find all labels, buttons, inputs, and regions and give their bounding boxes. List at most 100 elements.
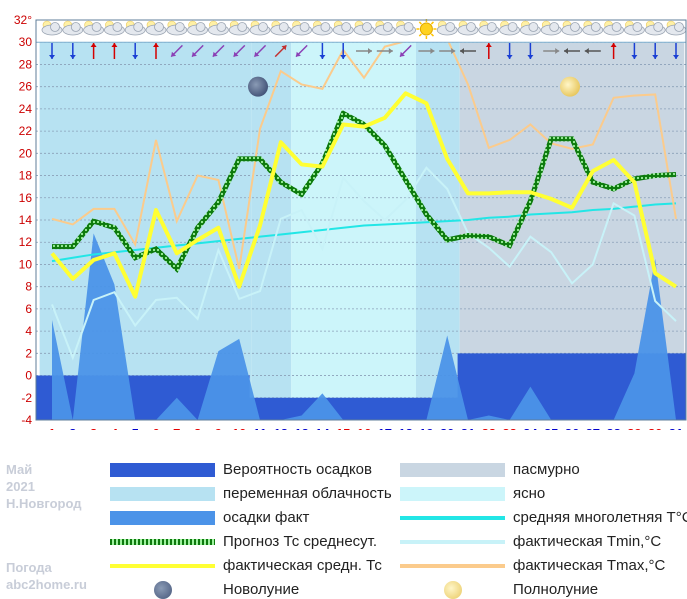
wind-arrow-icon	[631, 43, 638, 59]
legend-item: пасмурно	[400, 461, 580, 478]
x-tick-label: 28	[606, 426, 620, 430]
wind-arrow-head	[254, 51, 260, 57]
legend-label: Прогноз Тс среднесут.	[223, 533, 378, 550]
wind-arrow-head	[171, 51, 177, 57]
wind-arrow-icon	[111, 43, 118, 59]
y-tick-label: 32°	[14, 13, 32, 27]
wind-arrow-head	[296, 51, 301, 57]
axes: -4-202468101214161820222426283032°123456…	[14, 13, 687, 430]
wind-arrow-icon	[170, 44, 183, 58]
legend-label: пасмурно	[513, 461, 580, 478]
x-tick-label: 1	[48, 426, 55, 430]
tmax-line	[51, 33, 677, 270]
y-tick-label: 4	[25, 324, 32, 338]
x-tick-label: 20	[440, 426, 454, 430]
wind-arrow-icon	[527, 43, 534, 59]
cloud-puff	[299, 22, 310, 32]
cloud-puff	[445, 22, 456, 32]
wind-arrow-icon	[418, 48, 435, 54]
legend-label: фактическая средн. Тс	[223, 557, 382, 574]
x-tick-label: 7	[173, 426, 180, 430]
full-moon-icon	[400, 580, 505, 599]
cloud-icon	[478, 20, 500, 36]
wind-arrow-icon	[69, 43, 76, 59]
cloud-icon	[582, 20, 604, 36]
legend-swatch	[400, 563, 505, 568]
legend-item: средняя многолетняя T°C	[400, 509, 687, 526]
legend-item: переменная облачность	[110, 485, 392, 502]
cloud-icon	[395, 20, 417, 36]
forecast-line	[52, 109, 677, 274]
x-tick-label: 13	[294, 426, 308, 430]
wind-arrow-head	[451, 48, 456, 54]
plot-frame	[35, 19, 687, 421]
cloud-puff	[528, 22, 539, 32]
weather-chart: -4-202468101214161820222426283032°123456…	[14, 13, 687, 430]
wind-arrow-head	[90, 43, 97, 47]
wind-arrow-head	[212, 51, 218, 57]
wind-arrow-head	[69, 55, 76, 59]
wind-arrow-icon	[319, 43, 326, 59]
legend-swatch	[400, 515, 505, 520]
cloud-puff	[70, 22, 81, 32]
sun-ray	[418, 21, 422, 25]
y-tick-label: 10	[19, 257, 33, 271]
y-tick-label: 12	[19, 235, 33, 249]
y-tick-label: 14	[19, 213, 33, 227]
legend-item: Прогноз Тс среднесут.	[110, 533, 377, 550]
wind-arrow-icon	[506, 43, 513, 59]
legend-item: фактическая Tmax,°C	[400, 557, 665, 574]
wind-arrow-icon	[153, 43, 159, 59]
wind-arrow-icon	[253, 44, 267, 58]
legend-item: фактическая Tmin,°C	[400, 533, 661, 550]
cloud-icon	[62, 20, 84, 36]
wind-arrow-head	[527, 55, 534, 59]
cloud-icon	[603, 20, 624, 36]
legend-swatch	[400, 486, 505, 501]
cloud-puff	[278, 22, 289, 32]
cloud-puff	[570, 22, 580, 32]
y-tick-label: 26	[19, 80, 33, 94]
cloud-puff	[549, 22, 560, 32]
moon-phases	[248, 76, 580, 97]
sun-icon	[416, 19, 437, 39]
wind-arrow-head	[584, 48, 589, 54]
legend-swatch	[110, 510, 215, 525]
y-tick-label: 20	[19, 146, 33, 160]
x-tick-label: 19	[419, 426, 433, 430]
cloud-icon	[166, 20, 188, 36]
wind-arrow-head	[485, 43, 492, 47]
cloud-puff	[382, 22, 393, 32]
cloud-puff	[362, 22, 372, 32]
legend-swatch	[110, 563, 215, 568]
source-url: abc2home.ru	[6, 577, 87, 592]
x-tick-label: 4	[111, 426, 119, 430]
legend-item: осадки факт	[110, 509, 309, 526]
wind-arrow-head	[340, 55, 347, 59]
x-tick-label: 27	[586, 426, 600, 430]
cloud-puff	[632, 22, 643, 32]
cloud-icon	[436, 20, 458, 36]
wind-arrow-icon	[340, 43, 347, 59]
sun-ray	[418, 33, 422, 37]
wind-arrow-head	[132, 55, 139, 59]
legend-swatch	[110, 486, 215, 501]
x-tick-label: 24	[523, 426, 538, 430]
cloud-icon	[291, 20, 313, 36]
wind-arrow-head	[153, 43, 159, 47]
x-tick-label: 11	[253, 426, 267, 430]
y-tick-label: -4	[21, 413, 32, 427]
cloud-puff	[258, 22, 268, 32]
wind-arrow-icon	[543, 48, 560, 54]
cloud-icon	[520, 20, 541, 36]
wind-arrow-head	[192, 51, 197, 57]
y-tick-label: -2	[21, 391, 32, 405]
y-tick-label: 8	[25, 280, 32, 294]
cloud-icon	[124, 20, 146, 36]
cloud-puff	[154, 22, 164, 32]
legend-label: осадки факт	[223, 509, 310, 526]
sun-ray	[430, 33, 435, 37]
wind-arrow-head	[388, 48, 393, 54]
y-tick-label: 28	[19, 57, 33, 71]
x-tick-label: 16	[357, 426, 371, 430]
